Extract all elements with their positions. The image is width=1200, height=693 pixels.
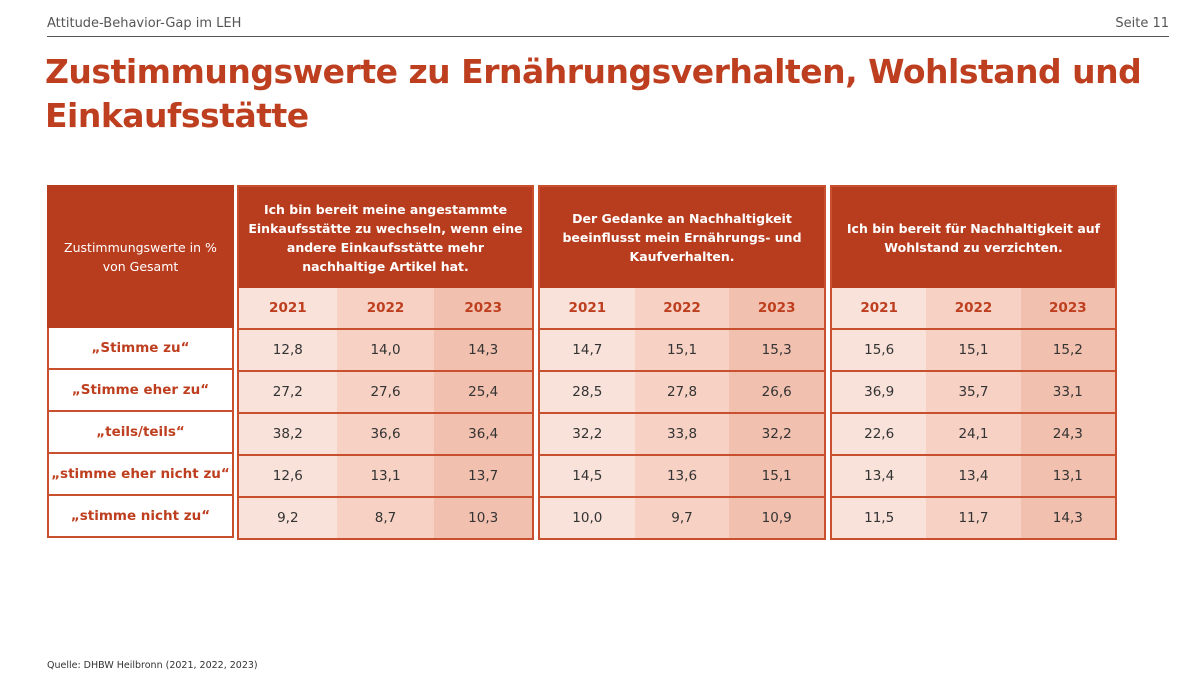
table-row: 14,5 13,6 15,1 [540, 454, 825, 496]
row-label: „teils/teils“ [47, 412, 234, 454]
value-cell: 9,2 [239, 498, 337, 538]
year-header: 2021 [540, 288, 635, 328]
value-cell: 14,3 [1020, 498, 1115, 538]
year-header: 2023 [729, 288, 825, 328]
value-cell: 25,4 [434, 372, 533, 412]
page-title: Zustimmungswerte zu Ernährungsverhalten,… [45, 52, 1142, 135]
value-cell: 13,6 [634, 456, 730, 496]
value-cell: 15,3 [729, 330, 825, 370]
page-header: Attitude-Behavior-Gap im LEH Seite 11 [47, 14, 1169, 37]
table-row: 15,6 15,1 15,2 [832, 328, 1115, 370]
value-cell: 15,1 [634, 330, 730, 370]
year-header: 2021 [239, 288, 337, 328]
statement-header: Ich bin bereit meine angestammte Einkauf… [239, 187, 532, 288]
value-cell: 13,4 [832, 456, 927, 496]
year-header: 2022 [336, 288, 435, 328]
value-cell: 15,1 [926, 330, 1021, 370]
value-cell: 27,6 [336, 372, 435, 412]
value-cell: 33,8 [634, 414, 730, 454]
table-row: 12,8 14,0 14,3 [239, 328, 533, 370]
value-cell: 10,9 [729, 498, 825, 538]
row-label: „Stimme eher zu“ [47, 370, 234, 412]
table-row: 22,6 24,1 24,3 [832, 412, 1115, 454]
value-cell: 12,6 [239, 456, 337, 496]
year-header: 2023 [434, 288, 533, 328]
value-cell: 15,1 [729, 456, 825, 496]
row-label: „Stimme zu“ [47, 328, 234, 370]
table-row: 10,0 9,7 10,9 [540, 496, 825, 538]
value-cell: 13,7 [434, 456, 533, 496]
year-header: 2021 [832, 288, 927, 328]
value-cell: 8,7 [336, 498, 435, 538]
corner-label: Zustimmungswerte in % von Gesamt [47, 185, 234, 328]
statement-group-wealth: Ich bin bereit für Nachhaltigkeit auf Wo… [830, 185, 1117, 540]
value-cell: 12,8 [239, 330, 337, 370]
value-cell: 10,3 [434, 498, 533, 538]
value-cell: 28,5 [540, 372, 635, 412]
year-header-row: 2021 2022 2023 [832, 288, 1115, 328]
value-cell: 38,2 [239, 414, 337, 454]
value-cell: 9,7 [634, 498, 730, 538]
row-label: „stimme nicht zu“ [47, 496, 234, 538]
value-cell: 15,6 [832, 330, 927, 370]
value-cell: 33,1 [1020, 372, 1115, 412]
value-cell: 14,3 [434, 330, 533, 370]
value-cell: 26,6 [729, 372, 825, 412]
year-header: 2022 [926, 288, 1021, 328]
value-cell: 10,0 [540, 498, 635, 538]
year-header-row: 2021 2022 2023 [239, 288, 533, 328]
table-row: 13,4 13,4 13,1 [832, 454, 1115, 496]
table-row: 38,2 36,6 36,4 [239, 412, 533, 454]
value-cell: 32,2 [729, 414, 825, 454]
table-row: 32,2 33,8 32,2 [540, 412, 825, 454]
table-row: 14,7 15,1 15,3 [540, 328, 825, 370]
value-cell: 14,5 [540, 456, 635, 496]
value-cell: 24,3 [1020, 414, 1115, 454]
value-cell: 13,4 [926, 456, 1021, 496]
statement-group-store-switch: Ich bin bereit meine angestammte Einkauf… [237, 185, 534, 540]
statement-header: Ich bin bereit für Nachhaltigkeit auf Wo… [832, 187, 1115, 288]
page-number: Seite 11 [1115, 16, 1169, 31]
value-cell: 13,1 [336, 456, 435, 496]
row-label: „stimme eher nicht zu“ [47, 454, 234, 496]
value-cell: 27,8 [634, 372, 730, 412]
value-cell: 35,7 [926, 372, 1021, 412]
year-header-row: 2021 2022 2023 [540, 288, 825, 328]
table-row: 11,5 11,7 14,3 [832, 496, 1115, 538]
table-row: 12,6 13,1 13,7 [239, 454, 533, 496]
value-cell: 11,7 [926, 498, 1021, 538]
value-cell: 11,5 [832, 498, 927, 538]
value-cell: 24,1 [926, 414, 1021, 454]
value-cell: 22,6 [832, 414, 927, 454]
statement-header: Der Gedanke an Nachhaltigkeit beeinfluss… [540, 187, 824, 288]
value-cell: 14,7 [540, 330, 635, 370]
value-cell: 14,0 [336, 330, 435, 370]
value-cell: 36,9 [832, 372, 927, 412]
document-title: Attitude-Behavior-Gap im LEH [47, 16, 242, 31]
statement-group-nutrition-behavior: Der Gedanke an Nachhaltigkeit beeinfluss… [538, 185, 826, 540]
value-cell: 36,4 [434, 414, 533, 454]
value-cell: 13,1 [1020, 456, 1115, 496]
year-header: 2023 [1020, 288, 1115, 328]
value-cell: 27,2 [239, 372, 337, 412]
value-cell: 15,2 [1020, 330, 1115, 370]
row-label-column: Zustimmungswerte in % von Gesamt „Stimme… [47, 185, 234, 538]
value-cell: 32,2 [540, 414, 635, 454]
source-note: Quelle: DHBW Heilbronn (2021, 2022, 2023… [47, 660, 258, 671]
table-row: 36,9 35,7 33,1 [832, 370, 1115, 412]
year-header: 2022 [634, 288, 730, 328]
table-row: 9,2 8,7 10,3 [239, 496, 533, 538]
value-cell: 36,6 [336, 414, 435, 454]
table-row: 28,5 27,8 26,6 [540, 370, 825, 412]
table-row: 27,2 27,6 25,4 [239, 370, 533, 412]
